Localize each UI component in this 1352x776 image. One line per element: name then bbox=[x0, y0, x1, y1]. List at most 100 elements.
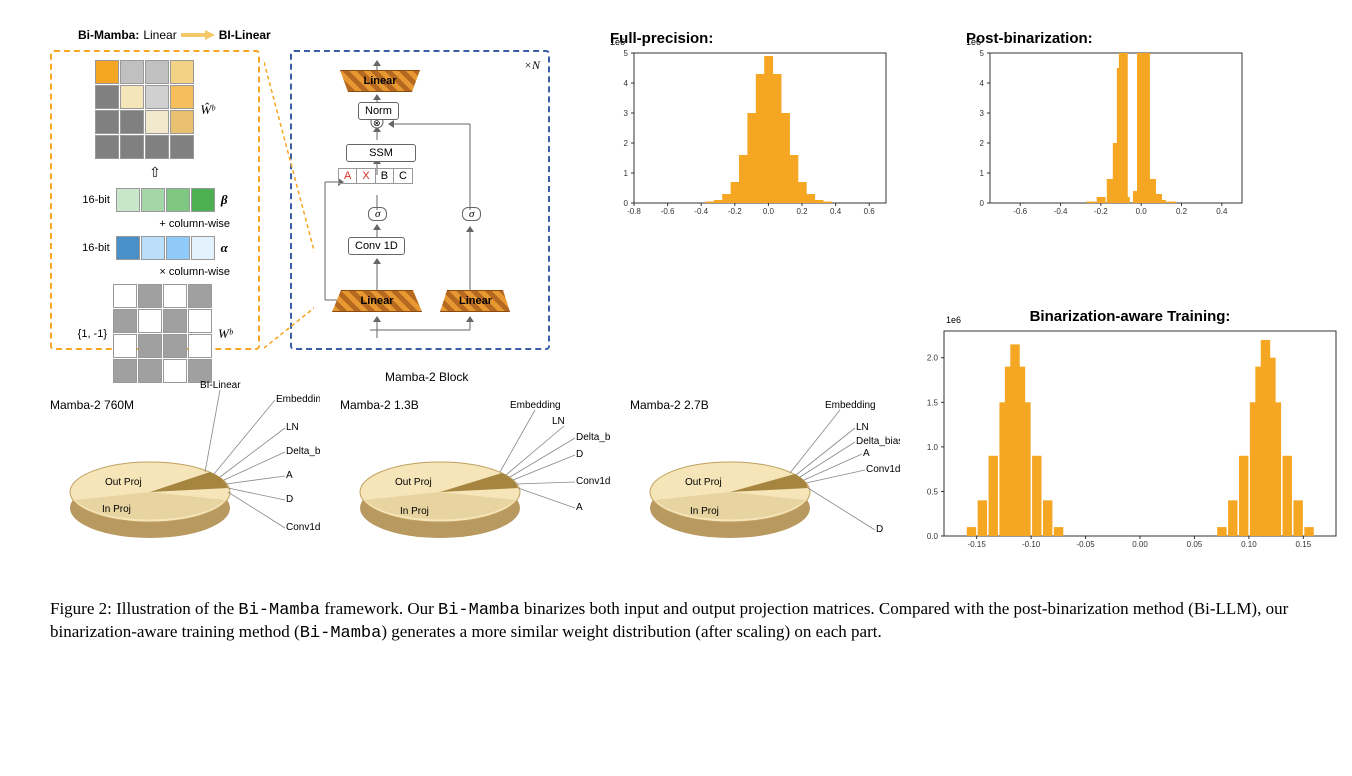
caption-fignum: Figure 2: bbox=[50, 599, 112, 618]
svg-text:0.4: 0.4 bbox=[1216, 207, 1228, 216]
svg-text:0.0: 0.0 bbox=[927, 532, 939, 541]
caption-t1: Illustration of the bbox=[116, 599, 238, 618]
fp-hist-plot: -0.8-0.6-0.4-0.20.00.20.40.6012345 bbox=[610, 49, 890, 219]
svg-text:0.0: 0.0 bbox=[1136, 207, 1148, 216]
pb-exp: 1e6 bbox=[966, 37, 981, 47]
bat-hist-plot: -0.15-0.10-0.050.000.050.100.150.00.51.0… bbox=[920, 327, 1340, 552]
caption-bm1: Bi-Mamba bbox=[238, 601, 320, 620]
sigma-right: σ bbox=[462, 207, 481, 221]
svg-text:1: 1 bbox=[624, 169, 629, 178]
pb-hist-plot: -0.6-0.4-0.20.00.20.4012345 bbox=[966, 49, 1246, 219]
bat-exp: 1e6 bbox=[946, 315, 961, 325]
alpha-label: α bbox=[221, 240, 228, 256]
svg-text:1.5: 1.5 bbox=[927, 398, 939, 407]
svg-text:-0.4: -0.4 bbox=[694, 207, 708, 216]
bit-label-2: 16-bit bbox=[82, 242, 110, 254]
svg-text:0.00: 0.00 bbox=[1132, 540, 1148, 549]
svg-text:-0.6: -0.6 bbox=[661, 207, 675, 216]
svg-text:LN: LN bbox=[856, 422, 869, 433]
svg-text:0.10: 0.10 bbox=[1241, 540, 1257, 549]
svg-text:BI-Linear: BI-Linear bbox=[200, 380, 241, 391]
alpha-row bbox=[116, 236, 215, 260]
norm-box: Norm bbox=[358, 102, 399, 120]
bat-title: Binarization-aware Training: bbox=[920, 308, 1340, 325]
linear-top: Linear bbox=[340, 70, 420, 92]
svg-text:0: 0 bbox=[624, 199, 629, 208]
fp-title: Full-precision: bbox=[610, 30, 946, 47]
svg-text:LN: LN bbox=[286, 422, 299, 433]
svg-text:-0.8: -0.8 bbox=[627, 207, 641, 216]
svg-text:D: D bbox=[576, 449, 583, 460]
svg-text:Conv1d: Conv1d bbox=[286, 522, 320, 533]
caption-bm3: Bi-Mamba bbox=[300, 624, 382, 643]
wb-grid bbox=[113, 284, 212, 383]
svg-text:Out Proj: Out Proj bbox=[685, 477, 722, 488]
svg-text:1.0: 1.0 bbox=[927, 443, 939, 452]
svg-text:5: 5 bbox=[980, 49, 985, 58]
bat-hist: Binarization-aware Training: 1e6 -0.15 -0… bbox=[920, 308, 1340, 580]
a-label: A bbox=[339, 169, 356, 183]
svg-text:5: 5 bbox=[624, 49, 629, 58]
caption-t2: framework. Our bbox=[320, 599, 438, 618]
fp-exp: 1e6 bbox=[610, 37, 625, 47]
w-hat-grid bbox=[95, 60, 194, 159]
svg-text:0.15: 0.15 bbox=[1296, 540, 1312, 549]
wb-label: Wᵇ bbox=[218, 326, 232, 342]
svg-text:-0.15: -0.15 bbox=[968, 540, 987, 549]
svg-text:0.4: 0.4 bbox=[830, 207, 842, 216]
w-hat-label: Ŵᵇ bbox=[200, 102, 214, 118]
svg-text:A: A bbox=[576, 502, 583, 513]
svg-text:3: 3 bbox=[980, 109, 985, 118]
times-colwise: × column-wise bbox=[159, 266, 230, 278]
svg-text:-0.10: -0.10 bbox=[1022, 540, 1041, 549]
x-label: X bbox=[356, 169, 375, 183]
svg-text:In Proj: In Proj bbox=[102, 504, 131, 515]
svg-text:LN: LN bbox=[552, 416, 565, 427]
pie-27b: Mamba-2 2.7B Out Proj In Proj Embedding … bbox=[630, 380, 900, 580]
pie-title-0: Mamba-2 760M bbox=[50, 398, 134, 412]
svg-text:Embedding: Embedding bbox=[276, 394, 320, 405]
pie-title-1: Mamba-2 1.3B bbox=[340, 398, 419, 412]
pb-hist: Post-binarization: 1e6 -0.6 -0.4 -0.2 0.0 0.… bbox=[966, 30, 1302, 224]
b-label: B bbox=[376, 169, 394, 183]
pie-760m: Mamba-2 760M Out Proj In Proj BI-Linear … bbox=[50, 380, 320, 580]
svg-text:Out Proj: Out Proj bbox=[395, 477, 432, 488]
svg-text:-0.6: -0.6 bbox=[1013, 207, 1027, 216]
bilinear-detail-box: Ŵᵇ ⇧ 16-bit β + column-wise 16-bit α × … bbox=[50, 50, 260, 350]
svg-text:Out Proj: Out Proj bbox=[105, 477, 142, 488]
svg-text:0.6: 0.6 bbox=[864, 207, 876, 216]
svg-text:-0.05: -0.05 bbox=[1076, 540, 1095, 549]
svg-text:-0.4: -0.4 bbox=[1054, 207, 1068, 216]
caption-t4: ) generates a more similar weight distri… bbox=[381, 622, 881, 641]
svg-text:0.5: 0.5 bbox=[927, 487, 939, 496]
bit-label-1: 16-bit bbox=[82, 194, 110, 206]
figure-caption: Figure 2: Illustration of the Bi-Mamba f… bbox=[50, 598, 1302, 645]
svg-text:D: D bbox=[876, 524, 883, 535]
svg-text:Delta_bias: Delta_bias bbox=[856, 436, 900, 447]
pies-row: Mamba-2 760M Out Proj In Proj BI-Linear … bbox=[50, 380, 900, 580]
arrow-up-icon: ⇧ bbox=[149, 165, 161, 182]
c-label: C bbox=[394, 169, 412, 183]
svg-text:0: 0 bbox=[980, 199, 985, 208]
svg-text:4: 4 bbox=[980, 79, 985, 88]
svg-text:Embedding: Embedding bbox=[825, 400, 876, 411]
beta-row bbox=[116, 188, 215, 212]
pb-title: Post-binarization: bbox=[966, 30, 1302, 47]
ssm-box: SSM bbox=[346, 144, 416, 162]
conv1d-box: Conv 1D bbox=[348, 237, 405, 255]
plus-colwise: + column-wise bbox=[159, 218, 230, 230]
left-diagrams: Ŵᵇ ⇧ 16-bit β + column-wise 16-bit α × … bbox=[50, 30, 580, 370]
fp-hist: Full-precision: 1e6 -0.8-0.6-0.4-0.20.00… bbox=[610, 30, 946, 224]
axbc-row: A X B C bbox=[338, 168, 413, 184]
linear-br: Linear bbox=[440, 290, 510, 312]
pie-13b: Mamba-2 1.3B Out Proj In Proj Embedding … bbox=[340, 380, 610, 580]
linear-bl: Linear bbox=[332, 290, 422, 312]
svg-text:-0.2: -0.2 bbox=[1094, 207, 1108, 216]
svg-text:0.2: 0.2 bbox=[796, 207, 808, 216]
svg-text:2: 2 bbox=[624, 139, 629, 148]
svg-text:A: A bbox=[286, 470, 293, 481]
svg-text:In Proj: In Proj bbox=[400, 506, 429, 517]
bin-set-label: {1, -1} bbox=[78, 328, 107, 340]
pie-title-2: Mamba-2 2.7B bbox=[630, 398, 709, 412]
svg-text:0.2: 0.2 bbox=[1176, 207, 1188, 216]
